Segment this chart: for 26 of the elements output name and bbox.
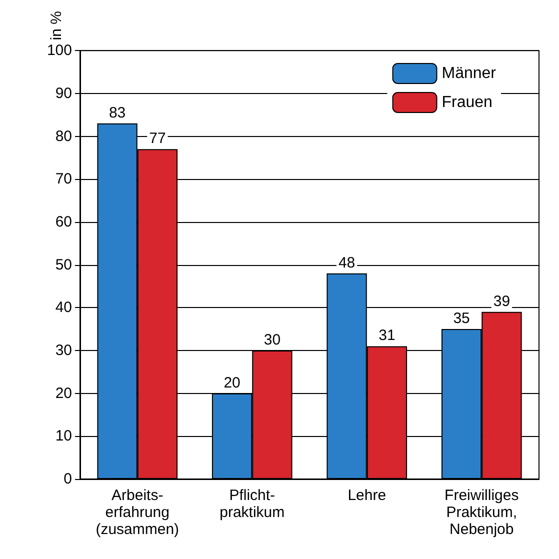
- y-axis-title: in %: [48, 11, 65, 40]
- y-tick-label: 70: [55, 170, 72, 188]
- data-label: 48: [338, 254, 356, 272]
- y-tick-label: 50: [55, 256, 72, 274]
- y-tick-label: 100: [46, 42, 72, 60]
- x-tick-label: Freiwilliges Praktikum, Nebenjob: [444, 487, 519, 538]
- x-tick-label: Arbeits- erfahrung (zusammen): [96, 487, 180, 538]
- data-label: 39: [493, 292, 510, 310]
- data-label: 83: [108, 104, 126, 122]
- legend-label: Männer: [442, 65, 497, 82]
- y-tick-label: 10: [55, 428, 72, 445]
- x-tick-label: Lehre: [348, 487, 386, 504]
- data-label: 77: [149, 130, 166, 148]
- data-label: 20: [224, 374, 240, 392]
- data-label: 31: [378, 327, 396, 344]
- data-label: 35: [453, 310, 470, 328]
- y-tick-label: 60: [55, 213, 72, 230]
- y-tick-label: 80: [55, 128, 72, 145]
- y-tick-label: 30: [55, 342, 72, 359]
- legend-label: Frauen: [442, 94, 492, 111]
- y-tick-label: 20: [55, 384, 72, 402]
- data-label: 30: [264, 331, 281, 348]
- x-tick-label: Pflicht- praktikum: [220, 487, 285, 521]
- y-tick-label: 90: [55, 84, 72, 102]
- y-tick-label: 40: [55, 299, 72, 316]
- y-tick-label: 0: [64, 470, 72, 488]
